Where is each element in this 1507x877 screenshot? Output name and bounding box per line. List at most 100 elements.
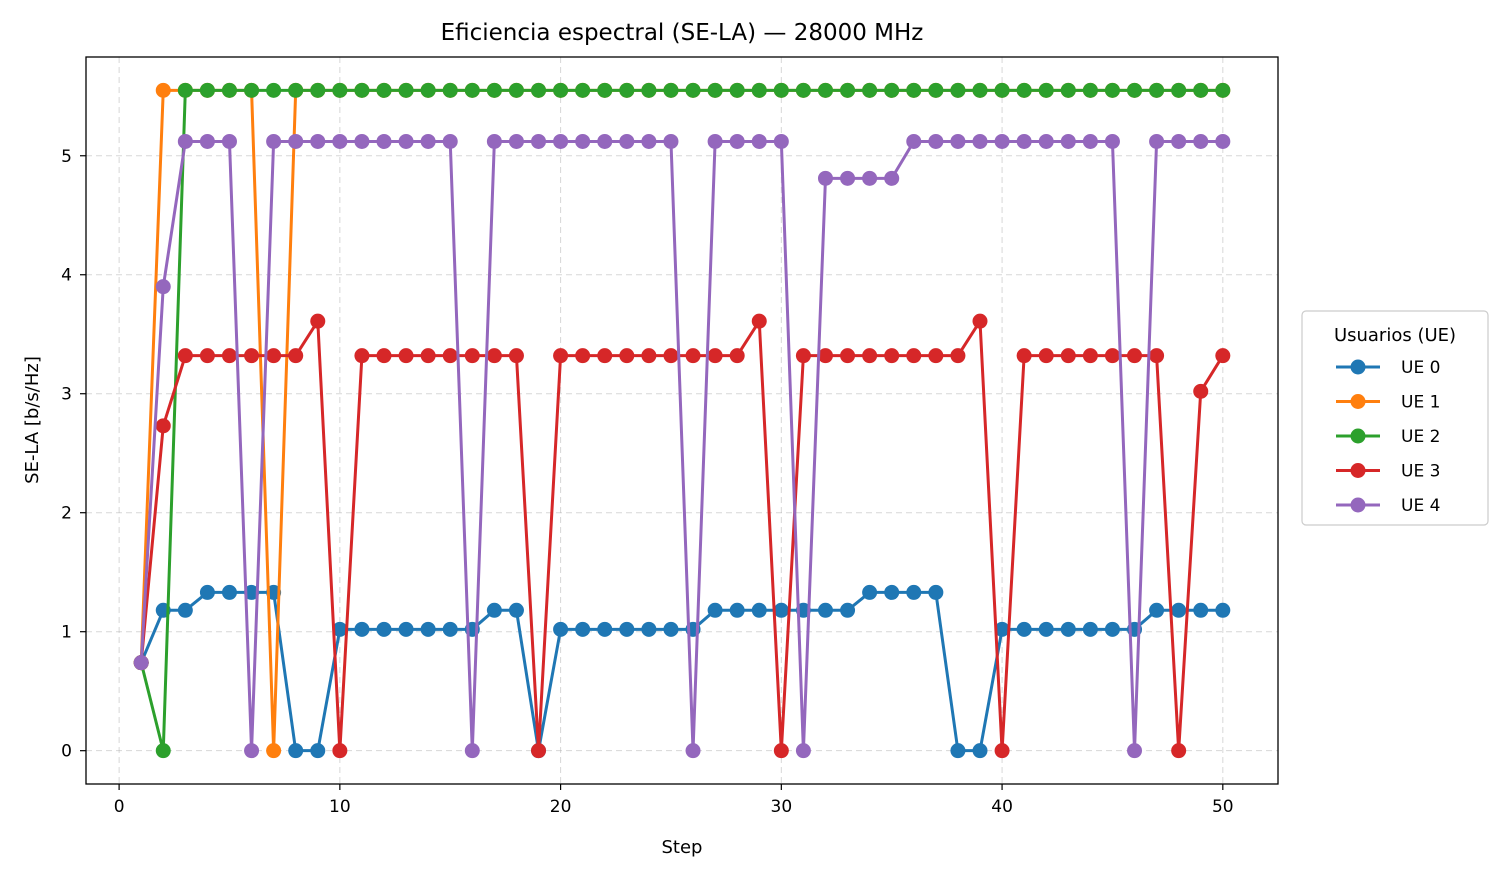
y-axis-label: SE-LA [b/s/Hz] — [22, 356, 43, 484]
data-point-ue-2 — [972, 82, 988, 98]
legend-marker — [1350, 463, 1366, 478]
legend-marker — [1350, 428, 1366, 444]
data-point-ue-2 — [508, 82, 524, 98]
data-point-ue-3 — [597, 348, 613, 364]
data-point-ue-4 — [221, 133, 237, 149]
data-point-ue-2 — [310, 82, 326, 98]
data-point-ue-3 — [840, 348, 856, 364]
legend-items: UE 0 UE 1 UE 2 UE 3 UE 4 — [1336, 358, 1440, 516]
data-point-ue-3 — [994, 743, 1010, 759]
data-point-ue-0 — [553, 621, 569, 637]
data-point-ue-3 — [707, 348, 723, 364]
data-point-ue-0 — [1038, 621, 1054, 637]
y-tick-label: 4 — [61, 266, 72, 286]
data-point-ue-3 — [199, 348, 215, 364]
data-point-ue-0 — [817, 602, 833, 618]
data-point-ue-4 — [486, 133, 502, 149]
data-point-ue-2 — [486, 82, 502, 98]
data-point-ue-4 — [1016, 133, 1032, 149]
data-point-ue-3 — [376, 348, 392, 364]
data-point-ue-2 — [1171, 82, 1187, 98]
data-point-ue-4 — [1171, 133, 1187, 149]
data-point-ue-3 — [619, 348, 635, 364]
data-point-ue-4 — [199, 133, 215, 149]
data-point-ue-4 — [376, 133, 392, 149]
data-point-ue-2 — [221, 82, 237, 98]
data-point-ue-0 — [354, 621, 370, 637]
x-axis-label: Step — [662, 837, 703, 858]
data-point-ue-2 — [244, 82, 260, 98]
y-tick-label: 3 — [61, 385, 72, 405]
legend-label: UE 2 — [1401, 427, 1440, 447]
data-point-ue-0 — [244, 584, 260, 600]
legend-item-ue-4: UE 4 — [1336, 496, 1440, 516]
x-tick-label: 20 — [550, 797, 572, 817]
data-point-ue-3 — [531, 743, 547, 759]
y-tick-label: 2 — [61, 504, 72, 524]
data-point-ue-4 — [928, 133, 944, 149]
data-point-ue-4 — [133, 655, 149, 671]
legend-marker — [1350, 394, 1366, 409]
data-point-ue-4 — [177, 133, 193, 149]
legend-label: UE 4 — [1401, 496, 1440, 516]
data-point-ue-2 — [177, 82, 193, 98]
data-point-ue-4 — [1038, 133, 1054, 149]
data-point-ue-4 — [862, 170, 878, 186]
data-point-ue-4 — [266, 133, 282, 149]
data-point-ue-4 — [354, 133, 370, 149]
data-point-ue-0 — [486, 602, 502, 618]
data-point-ue-0 — [288, 743, 304, 759]
data-point-ue-0 — [840, 602, 856, 618]
data-point-ue-3 — [1127, 348, 1143, 364]
data-point-ue-4 — [773, 133, 789, 149]
data-point-ue-4 — [751, 133, 767, 149]
series-ue-4 — [133, 133, 1231, 759]
data-point-ue-2 — [641, 82, 657, 98]
data-point-ue-2 — [751, 82, 767, 98]
data-point-ue-4 — [729, 133, 745, 149]
chart-title: Eficiencia espectral (SE-LA) — 28000 MHz — [441, 20, 924, 46]
data-point-ue-3 — [751, 313, 767, 329]
data-point-ue-4 — [531, 133, 547, 149]
data-point-ue-0 — [1215, 602, 1231, 618]
data-point-ue-2 — [553, 82, 569, 98]
data-point-ue-3 — [221, 348, 237, 364]
y-tick-label: 1 — [61, 623, 72, 643]
legend-marker — [1350, 359, 1366, 375]
data-point-ue-0 — [707, 602, 723, 618]
data-point-ue-2 — [773, 82, 789, 98]
data-point-ue-4 — [884, 170, 900, 186]
data-point-ue-4 — [1082, 133, 1098, 149]
data-point-ue-4 — [398, 133, 414, 149]
data-point-ue-2 — [597, 82, 613, 98]
data-point-ue-3 — [641, 348, 657, 364]
data-point-ue-3 — [795, 348, 811, 364]
data-point-ue-3 — [486, 348, 502, 364]
data-point-ue-4 — [464, 743, 480, 759]
data-point-ue-3 — [773, 743, 789, 759]
data-point-ue-0 — [729, 602, 745, 618]
data-point-ue-3 — [817, 348, 833, 364]
data-point-ue-3 — [663, 348, 679, 364]
data-point-ue-3 — [420, 348, 436, 364]
data-point-ue-3 — [266, 348, 282, 364]
data-point-ue-3 — [332, 743, 348, 759]
data-point-ue-4 — [972, 133, 988, 149]
data-point-ue-0 — [862, 584, 878, 600]
data-point-ue-0 — [884, 584, 900, 600]
data-point-ue-2 — [442, 82, 458, 98]
data-point-ue-4 — [597, 133, 613, 149]
data-point-ue-4 — [553, 133, 569, 149]
series-group — [133, 82, 1231, 759]
legend-label: UE 1 — [1401, 393, 1440, 413]
data-point-ue-2 — [906, 82, 922, 98]
data-point-ue-2 — [707, 82, 723, 98]
data-point-ue-2 — [354, 82, 370, 98]
data-point-ue-4 — [950, 133, 966, 149]
data-point-ue-2 — [376, 82, 392, 98]
data-point-ue-2 — [862, 82, 878, 98]
data-point-ue-2 — [729, 82, 745, 98]
data-point-ue-4 — [244, 743, 260, 759]
data-point-ue-2 — [1104, 82, 1120, 98]
legend-item-ue-3: UE 3 — [1336, 462, 1440, 482]
